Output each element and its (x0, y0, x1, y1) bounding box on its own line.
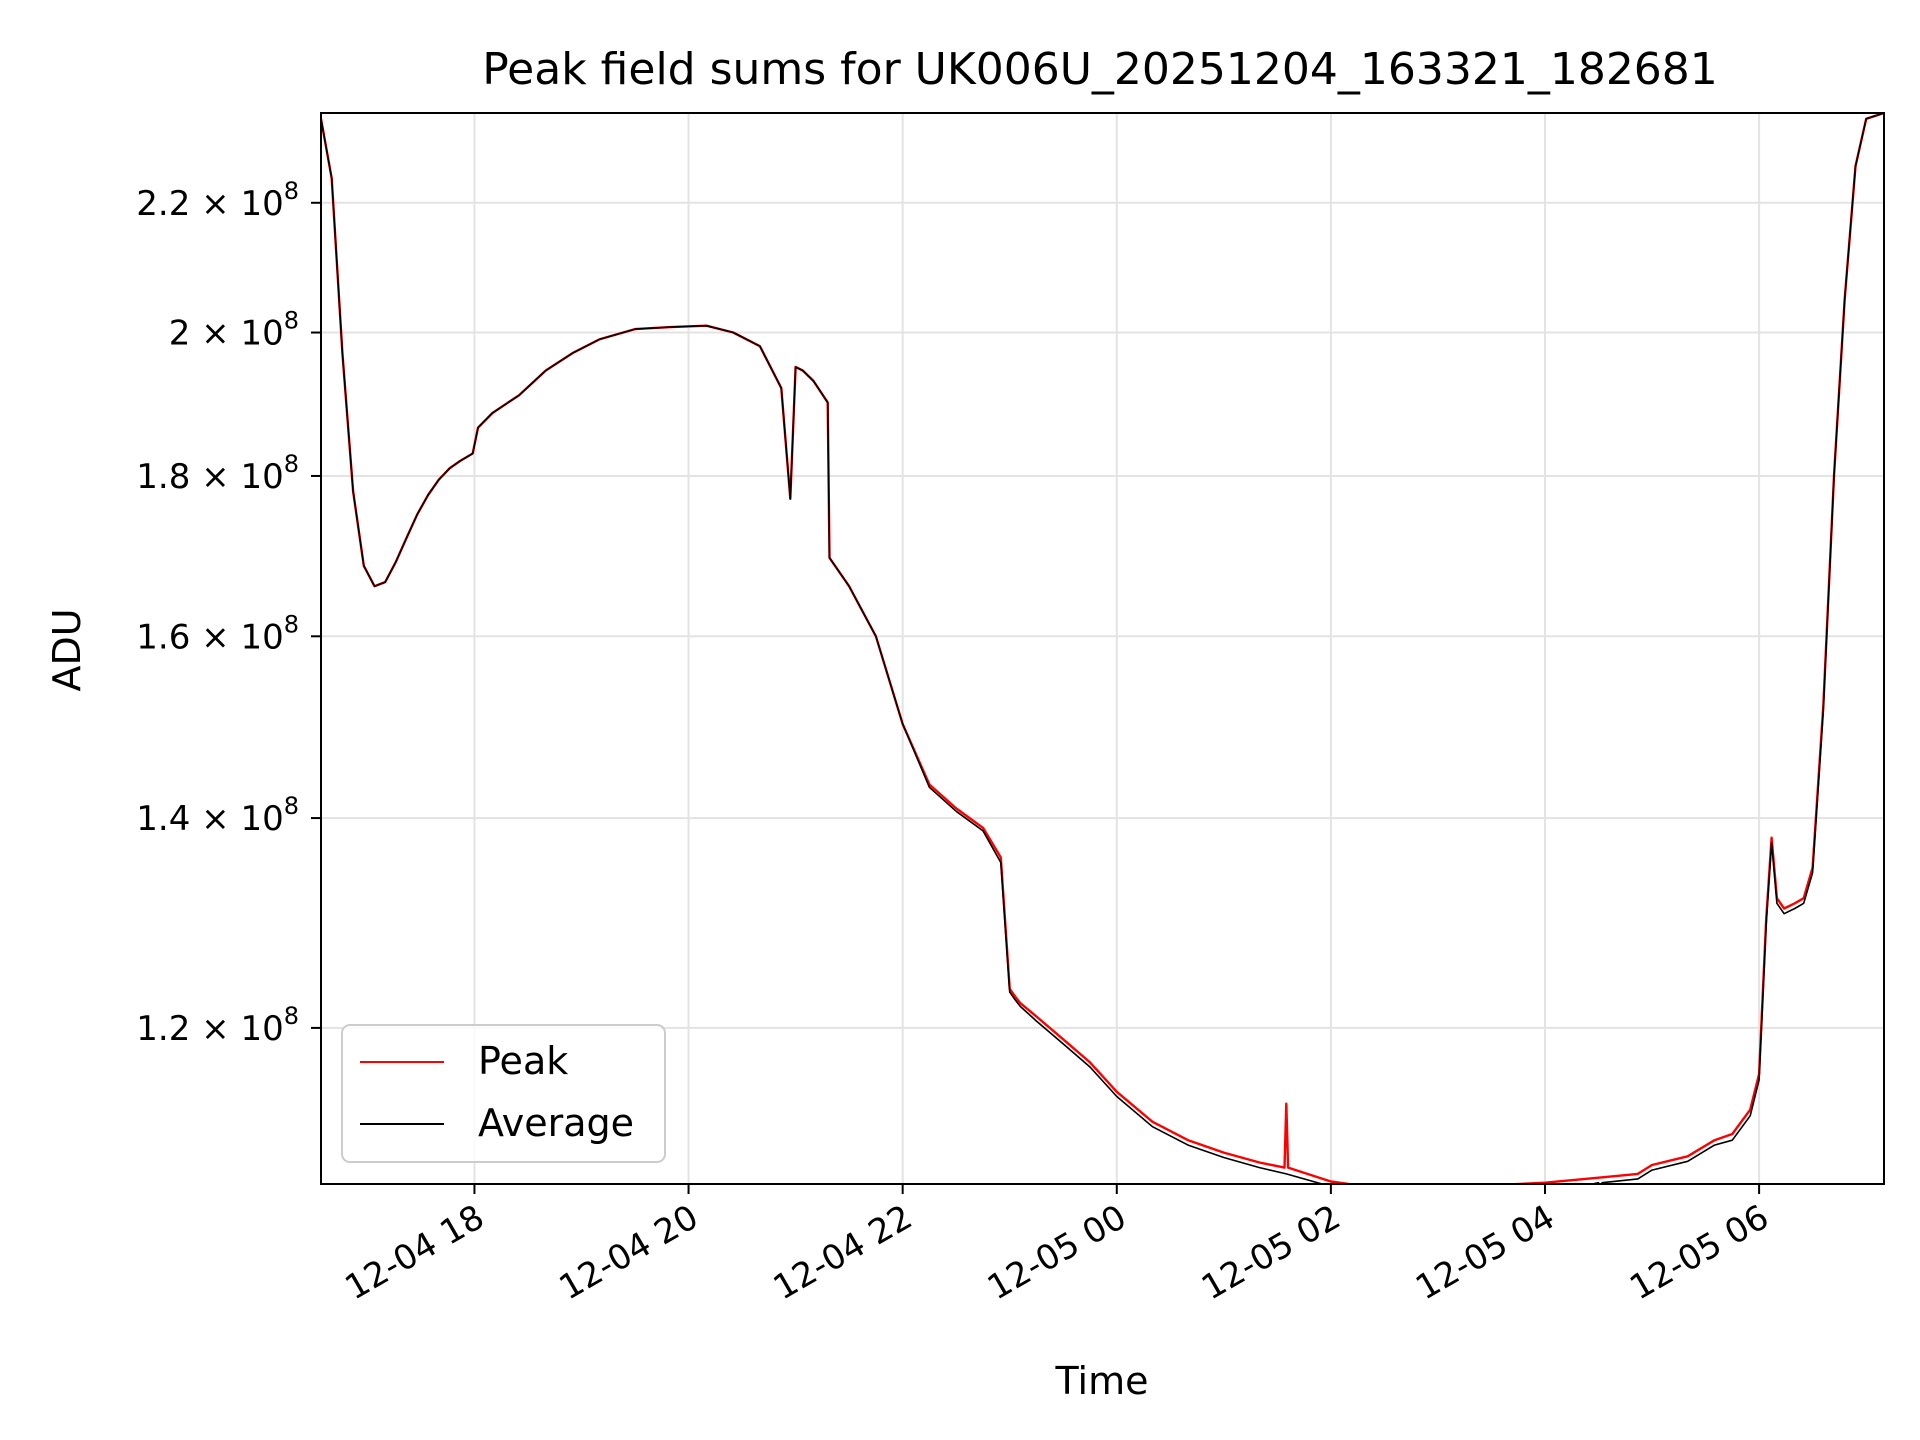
y-tick-exponent: 8 (284, 177, 299, 205)
chart-title: Peak field sums for UK006U_20251204_1633… (482, 44, 1718, 95)
grid (321, 113, 1884, 1184)
y-tick-exponent: 8 (284, 792, 299, 820)
y-tick-label: 1.8 × 108 (136, 450, 299, 497)
series-layer (321, 113, 1884, 1184)
y-tick-mantissa: 2.2 (136, 184, 190, 224)
y-tick-mantissa: 1.8 (136, 457, 190, 497)
y-tick-mantissa: 1.4 (136, 799, 190, 839)
y-tick-exponent: 8 (284, 1002, 299, 1030)
legend-label-average: Average (478, 1101, 634, 1145)
y-tick-mantissa: 1.6 (136, 617, 190, 657)
y-tick-exponent: 8 (284, 307, 299, 335)
y-tick-mantissa: 1.2 (136, 1009, 190, 1049)
x-axis-label: Time (1055, 1359, 1149, 1403)
legend: Peak Average (341, 1024, 666, 1163)
y-tick-label: 1.6 × 108 (136, 610, 299, 657)
y-axis: 1.2 × 108 1.4 × 108 1.6 × 108 1.8 × 108 2 × … (136, 177, 321, 1049)
y-tick-label: 1.2 × 108 (136, 1002, 299, 1049)
legend-box (341, 1024, 666, 1163)
y-tick-mantissa: 2 (169, 314, 191, 354)
y-tick-exponent: 8 (284, 450, 299, 478)
y-tick-exponent: 8 (284, 610, 299, 638)
plot-frame (320, 112, 1885, 1185)
y-tick-label: 1.4 × 108 (136, 792, 299, 839)
y-axis-label: ADU (45, 608, 89, 691)
y-tick-label: 2.2 × 108 (136, 177, 299, 224)
legend-label-peak: Peak (478, 1039, 568, 1083)
y-tick-label: 2 × 108 (169, 307, 299, 354)
series-line-average (321, 113, 1884, 1184)
